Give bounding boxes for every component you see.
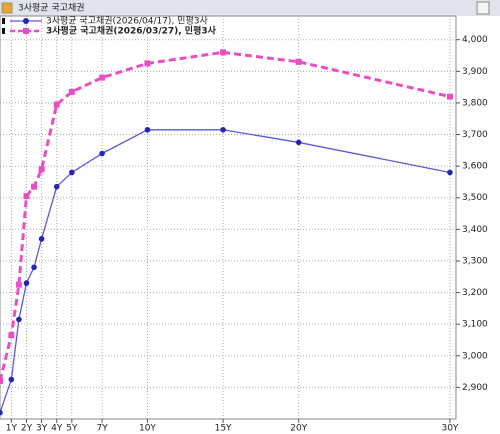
y-tick-label: 3,900 [462, 67, 488, 77]
marker [144, 60, 151, 67]
x-tick-label: 7Y [96, 424, 108, 434]
y-tick-label: 3,100 [462, 320, 488, 330]
marker [23, 280, 30, 286]
marker [53, 183, 60, 190]
window-title: 3사평균 국고채권 [18, 2, 85, 14]
y-tick-label: 2,900 [462, 383, 488, 393]
x-tick-label: 3Y [36, 424, 48, 434]
x-tick-label: 1Y [6, 424, 18, 434]
title-bar [0, 0, 500, 16]
marker [144, 126, 151, 133]
x-tick-label: 20Y [290, 424, 307, 434]
series-line [0, 50, 451, 382]
marker [99, 150, 105, 157]
legend-marker [23, 28, 29, 34]
marker [31, 264, 37, 271]
marker [295, 139, 302, 146]
x-tick-label: 30Y [441, 424, 458, 434]
y-tick-label: 3,600 [462, 162, 488, 172]
marker [15, 281, 22, 288]
y-tick-label: 3,200 [462, 288, 488, 298]
marker [16, 316, 22, 323]
legend-flag [2, 28, 5, 34]
y-tick-label: 3,800 [462, 98, 488, 108]
x-tick-label: 5Y [66, 424, 78, 434]
restore-button[interactable] [476, 1, 490, 15]
marker [8, 376, 15, 383]
x-tick-label: 10Y [139, 424, 156, 434]
plot-frame [0, 15, 457, 420]
window-icon [1, 2, 13, 14]
marker [220, 126, 226, 133]
marker [99, 74, 106, 81]
y-tick-label: 3,000 [462, 351, 488, 361]
x-tick-label: 15Y [215, 424, 232, 434]
marker [8, 332, 15, 339]
marker [31, 183, 38, 190]
legend-label: 3사평균 국고채권(2026/04/17), 민평3사 [46, 15, 208, 27]
marker [23, 193, 30, 200]
marker [0, 378, 3, 385]
marker [38, 236, 45, 242]
marker [69, 169, 75, 176]
marker [38, 166, 45, 173]
y-tick-label: 3,400 [462, 225, 488, 235]
x-tick-label: 4Y [51, 424, 63, 434]
y-tick-label: 3,300 [462, 256, 488, 266]
legend-label: 3사평균 국고채권(2026/03/27), 민평3사 [46, 25, 217, 37]
y-tick-label: 4,000 [462, 35, 488, 45]
marker [53, 101, 60, 108]
marker [68, 88, 75, 95]
y-tick-label: 3,500 [462, 193, 488, 203]
series-line [0, 129, 451, 413]
marker [295, 58, 302, 65]
marker [0, 409, 3, 416]
legend-flag [2, 18, 5, 24]
marker [446, 93, 453, 100]
legend-marker [23, 18, 29, 24]
marker [220, 49, 227, 56]
marker [447, 169, 453, 176]
x-tick-label: 2Y [21, 424, 33, 434]
y-tick-label: 3,700 [462, 130, 488, 140]
